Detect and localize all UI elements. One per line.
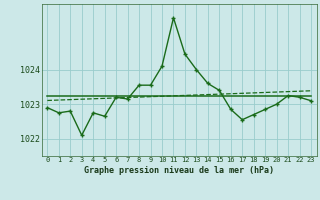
X-axis label: Graphe pression niveau de la mer (hPa): Graphe pression niveau de la mer (hPa) xyxy=(84,166,274,175)
